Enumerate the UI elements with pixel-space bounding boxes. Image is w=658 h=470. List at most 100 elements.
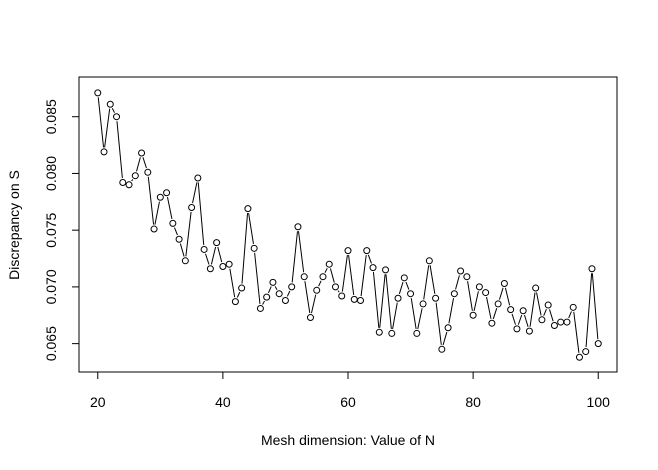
data-point [125, 181, 133, 189]
data-point [263, 293, 271, 301]
data-point [419, 300, 427, 308]
series-line-segment [511, 313, 516, 325]
data-point [357, 297, 365, 305]
data-point [450, 290, 458, 298]
data-point [382, 266, 390, 274]
series-line-segment [517, 314, 523, 325]
data-point [275, 290, 283, 298]
data-point [200, 245, 208, 253]
series-line-segment [341, 254, 348, 292]
data-point [338, 292, 346, 300]
data-point [119, 179, 127, 187]
series-line-segment [166, 197, 173, 220]
data-point [532, 284, 540, 292]
series-line-segment [435, 302, 442, 345]
data-point [563, 318, 571, 326]
data-point [488, 319, 496, 327]
x-tick-label: 20 [90, 394, 106, 410]
data-point [144, 168, 152, 176]
data-point [582, 348, 590, 356]
data-point [113, 113, 121, 121]
data-point [106, 100, 114, 108]
series-line-segment [543, 309, 547, 316]
data-point [244, 205, 252, 213]
series-line-segment [585, 273, 593, 348]
data-point [500, 280, 508, 287]
series-line-segment [524, 314, 529, 327]
series-line-segment [205, 253, 210, 265]
series-line-segment [486, 296, 492, 319]
series-line-segment [448, 298, 455, 324]
series-line-segment [492, 308, 498, 320]
series-line-segment [417, 308, 423, 330]
series-line-segment [536, 292, 542, 316]
series-line-segment [274, 286, 278, 291]
x-tick-label: 60 [340, 394, 356, 410]
data-point [363, 247, 371, 255]
series-line-segment [549, 309, 554, 322]
series-line-segment [111, 108, 115, 113]
x-tick-label: 100 [587, 394, 611, 410]
series-line-segment [136, 157, 141, 172]
series-line-segment [372, 272, 380, 328]
data-point [394, 294, 402, 302]
data-point [156, 193, 164, 201]
series-line-segment [442, 331, 448, 346]
series-line-segment [473, 291, 479, 311]
series-line-segment [467, 281, 473, 311]
data-point [463, 273, 471, 281]
data-point [482, 289, 490, 297]
series-line-segment [142, 157, 147, 169]
x-tick-label: 80 [465, 394, 481, 410]
data-point [475, 283, 483, 291]
data-point [525, 327, 533, 335]
series-line-segment [529, 292, 536, 327]
series-line-segment [241, 213, 249, 284]
series-line-segment [568, 311, 572, 319]
y-tick-label: 0.070 [43, 269, 59, 304]
y-axis: 0.065 0.070 0.075 0.080 0.085 [43, 99, 79, 361]
series-line-segment [267, 286, 272, 294]
data-point [131, 172, 139, 180]
data-point [550, 321, 558, 329]
y-tick-label: 0.075 [43, 212, 59, 247]
series-line-segment [217, 246, 223, 263]
series-line-segment [197, 182, 205, 246]
series-line-segment [254, 252, 261, 305]
data-point [538, 316, 546, 324]
data-point [94, 89, 102, 97]
data-point [194, 174, 202, 182]
data-point [513, 325, 521, 333]
data-point [557, 318, 565, 326]
data-point [588, 265, 596, 273]
data-point [432, 294, 440, 302]
series-line-segment [504, 287, 511, 306]
data-point [444, 324, 452, 332]
data-point [344, 247, 352, 255]
data-point [331, 283, 339, 291]
data-point [313, 286, 321, 294]
data-point [575, 353, 583, 361]
series-line-segment [573, 311, 580, 353]
series-line-segment [591, 273, 599, 340]
series-line-segment [192, 182, 198, 204]
data-point [507, 306, 515, 314]
data-point [269, 278, 277, 286]
series-line-segment [392, 302, 398, 330]
series-line-segment [337, 290, 340, 293]
data-point [375, 328, 383, 336]
data-point [181, 257, 189, 265]
series-line-segment [498, 287, 504, 300]
series-line-segment [410, 298, 417, 330]
data-point [306, 314, 314, 322]
data-point [188, 203, 196, 211]
series-line-segment [291, 231, 298, 283]
series-line-segment [179, 243, 185, 257]
series-line-segment [379, 274, 386, 328]
data-point [150, 225, 158, 233]
data-point [325, 260, 333, 268]
series-line-segment [210, 246, 217, 265]
series-line-segment [131, 179, 134, 182]
series-line-segment [262, 300, 265, 305]
